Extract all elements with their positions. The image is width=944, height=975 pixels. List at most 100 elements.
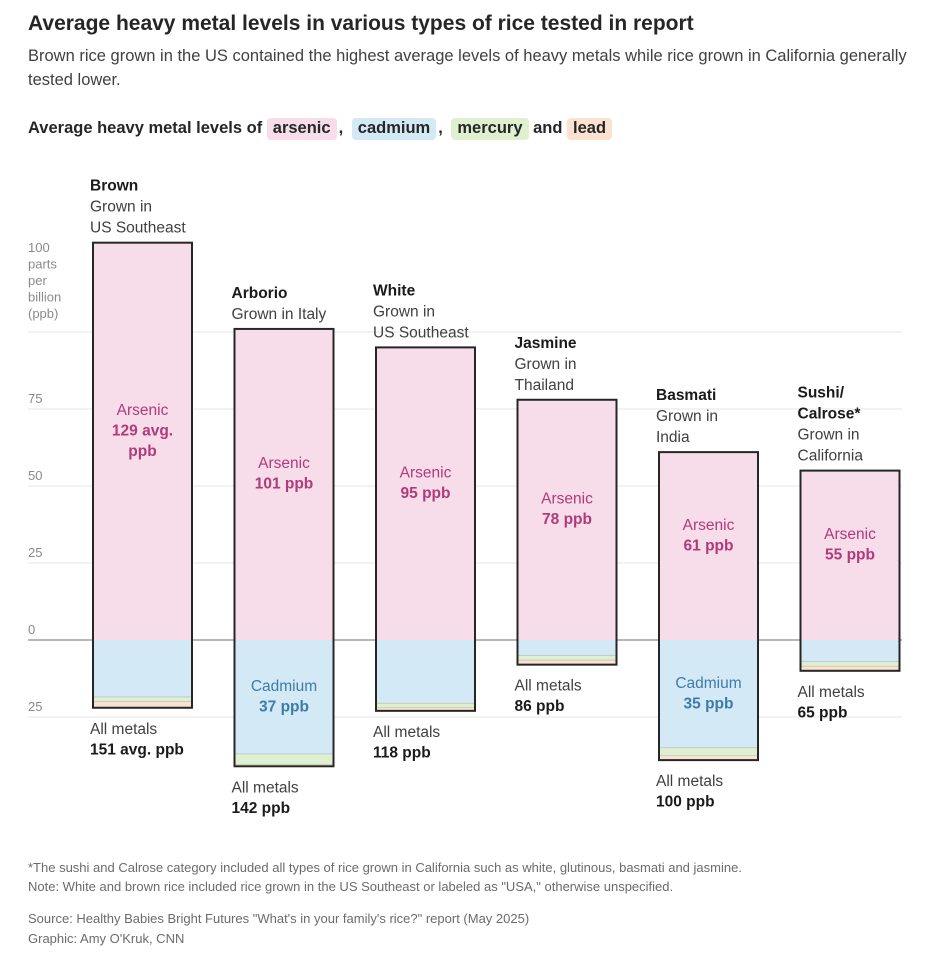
y-unit-label-4: (ppb) — [28, 306, 58, 321]
legend-mercury: mercury — [451, 118, 529, 140]
bar-3-arsenic — [517, 399, 617, 640]
bar-5-origin-0: Grown in — [798, 427, 860, 444]
footnote-1: *The sushi and Calrose category included… — [28, 860, 742, 875]
bar-4-cadmium — [659, 640, 758, 748]
y-tick-label-1: 50 — [28, 468, 42, 483]
legend: Average heavy metal levels of arsenic, c… — [28, 118, 613, 140]
bar-1-name-0: Arborio — [232, 285, 288, 302]
bar-2-total-label-0: All metals — [373, 724, 440, 741]
bar-3-total-label-0: All metals — [515, 678, 582, 695]
bar-2-lead — [376, 707, 475, 711]
bar-3-lead — [517, 660, 617, 665]
legend-arsenic: arsenic — [266, 118, 337, 140]
bar-0-origin-1: US Southeast — [90, 220, 186, 237]
bar-4-lead — [659, 755, 758, 761]
bar-2-origin-0: Grown in — [373, 303, 435, 320]
y-tick-label-2: 25 — [28, 545, 42, 560]
bar-1-arsenic-label-0: Arsenic — [258, 455, 310, 472]
bar-3-origin-1: Thailand — [515, 377, 574, 394]
bar-5-arsenic-label-0: Arsenic — [824, 526, 876, 543]
bar-0-name-0: Brown — [90, 178, 138, 195]
bar-3-arsenic-label-0: Arsenic — [541, 491, 593, 508]
bar-3-name-0: Jasmine — [515, 335, 577, 352]
y-tick-label-4: 25 — [28, 699, 42, 714]
bar-2-mercury — [376, 703, 475, 708]
bar-0-outline — [92, 241, 193, 709]
credit-note: Graphic: Amy O'Kruk, CNN — [28, 931, 185, 946]
bar-4-origin-0: Grown in — [656, 408, 718, 425]
bar-2-arsenic — [376, 347, 475, 640]
bar-5-origin-1: California — [798, 448, 864, 465]
legend-sep-2: , — [438, 119, 443, 137]
bar-1-cadmium-label-0: Cadmium — [251, 678, 317, 695]
bar-4-total-label-1: 100 ppb — [656, 794, 715, 811]
chart-title: Average heavy metal levels in various ty… — [28, 12, 694, 35]
bar-5-outline — [799, 469, 901, 672]
bar-4-arsenic-label-1: 61 ppb — [684, 537, 734, 554]
bar-0-arsenic-label-0: Arsenic — [117, 402, 169, 419]
bar-4-cadmium-label-0: Cadmium — [675, 675, 741, 692]
bar-2-name-0: White — [373, 282, 416, 299]
bar-4-mercury — [659, 747, 758, 756]
bar-1-origin-0: Grown in Italy — [232, 306, 327, 323]
bar-0-total-label-0: All metals — [90, 721, 157, 738]
bar-4-arsenic — [659, 452, 758, 640]
bar-5-arsenic-label-1: 55 ppb — [825, 547, 875, 564]
bar-1-total-label-0: All metals — [232, 779, 299, 796]
bar-4-outline — [658, 451, 759, 762]
bar-2-cadmium — [376, 640, 475, 704]
source-note: Source: Healthy Babies Bright Futures "W… — [28, 911, 530, 926]
bar-1-arsenic-label-1: 101 ppb — [255, 476, 314, 493]
bar-1-mercury — [234, 753, 334, 765]
legend-and: and — [533, 119, 563, 137]
y-unit-label-0: 100 — [28, 240, 50, 255]
bar-3-total-label-1: 86 ppb — [515, 698, 565, 715]
bar-3-cadmium — [517, 640, 617, 656]
bar-2-total-label-1: 118 ppb — [373, 744, 431, 761]
bar-0-lead — [93, 701, 192, 708]
bar-5-name-1: Calrose* — [798, 406, 862, 423]
bar-0-arsenic — [93, 242, 192, 640]
bar-1-outline — [233, 327, 335, 768]
chart-subtitle: Brown rice grown in the US contained the… — [28, 47, 907, 89]
legend-prefix: Average heavy metal levels of — [28, 119, 263, 137]
bar-3-outline — [516, 398, 618, 666]
bar-1-arsenic — [234, 328, 334, 640]
bar-0-total-label-1: 151 avg. ppb — [90, 741, 184, 758]
bar-4-arsenic-label-0: Arsenic — [683, 517, 735, 534]
bar-4-origin-1: India — [656, 429, 690, 446]
bar-3-mercury — [517, 655, 617, 661]
bar-0-origin-0: Grown in — [90, 199, 152, 216]
y-unit-label-2: per — [28, 273, 47, 288]
y-unit-label-3: billion — [28, 290, 61, 305]
legend-lead: lead — [567, 118, 613, 140]
bar-1-cadmium-label-1: 37 ppb — [259, 698, 309, 715]
y-unit-label-1: parts — [28, 257, 57, 272]
bar-2-arsenic-label-1: 95 ppb — [401, 485, 451, 502]
bar-4-name-0: Basmati — [656, 387, 716, 404]
bar-4-total-label-0: All metals — [656, 773, 723, 790]
legend-cadmium: cadmium — [351, 118, 437, 140]
bar-0-cadmium — [93, 640, 192, 697]
bar-0-mercury — [93, 696, 192, 702]
y-tick-label-0: 75 — [28, 391, 42, 406]
y-tick-label-3: 0 — [28, 622, 35, 637]
bar-5-total-label-1: 65 ppb — [798, 704, 848, 721]
bar-3-origin-0: Grown in — [515, 356, 577, 373]
bar-5-cadmium — [800, 640, 900, 662]
bar-2-arsenic-label-0: Arsenic — [400, 464, 452, 481]
bar-5-arsenic — [800, 470, 900, 640]
bar-5-name-0: Sushi/ — [798, 385, 845, 402]
legend-sep-1: , — [338, 119, 344, 137]
bar-1-total-label-1: 142 ppb — [232, 800, 291, 817]
bar-3-arsenic-label-1: 78 ppb — [542, 511, 592, 528]
bar-5-total-label-0: All metals — [798, 684, 865, 701]
bar-4-cadmium-label-1: 35 ppb — [684, 695, 734, 712]
bar-0-arsenic-label-1: 129 avg. — [112, 422, 173, 439]
bar-5-mercury — [800, 661, 900, 667]
bar-2-outline — [375, 346, 476, 712]
bar-5-lead — [800, 666, 900, 671]
bar-1-cadmium — [234, 640, 334, 754]
footnote-2: Note: White and brown rice included rice… — [28, 879, 674, 894]
bar-0-arsenic-label-2: ppb — [128, 443, 156, 460]
